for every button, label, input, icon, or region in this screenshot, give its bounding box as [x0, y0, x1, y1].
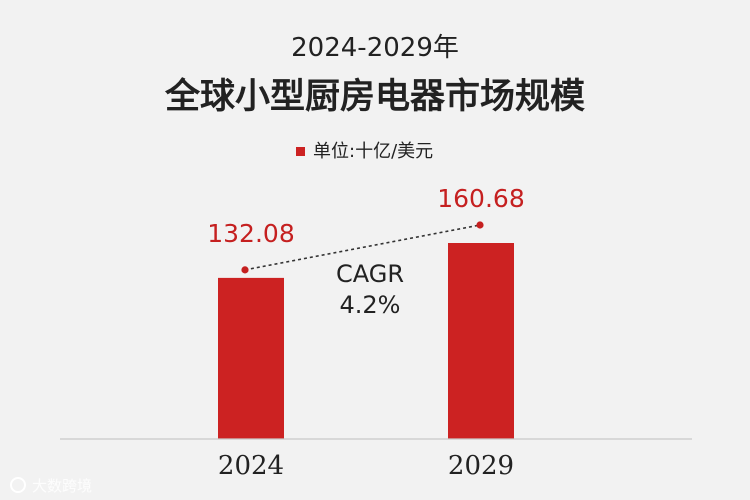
trend-dot-2029 [476, 221, 484, 229]
cagr-value: 4.2% [340, 291, 401, 319]
value-label-2029: 160.68 [437, 184, 524, 213]
x-tick-2024: 2024 [218, 451, 284, 481]
cagr-label: CAGR [336, 260, 404, 288]
watermark: 大数跨境 [10, 477, 92, 495]
trend-dot-2024 [241, 266, 249, 274]
legend: 单位:十亿/美元 [296, 141, 433, 162]
watermark-logo-icon [10, 477, 26, 493]
trend-line [244, 224, 481, 271]
chart-title: 全球小型厨房电器市场规模 [164, 76, 585, 117]
legend-label: 单位:十亿/美元 [313, 141, 433, 162]
value-label-2024: 132.08 [207, 219, 294, 248]
x-tick-2029: 2029 [448, 451, 514, 481]
bar-2029 [448, 243, 514, 439]
chart-subtitle: 2024-2029年 [291, 33, 459, 63]
watermark-text: 大数跨境 [32, 477, 92, 495]
legend-swatch [296, 147, 305, 156]
bar-2024 [218, 277, 284, 439]
